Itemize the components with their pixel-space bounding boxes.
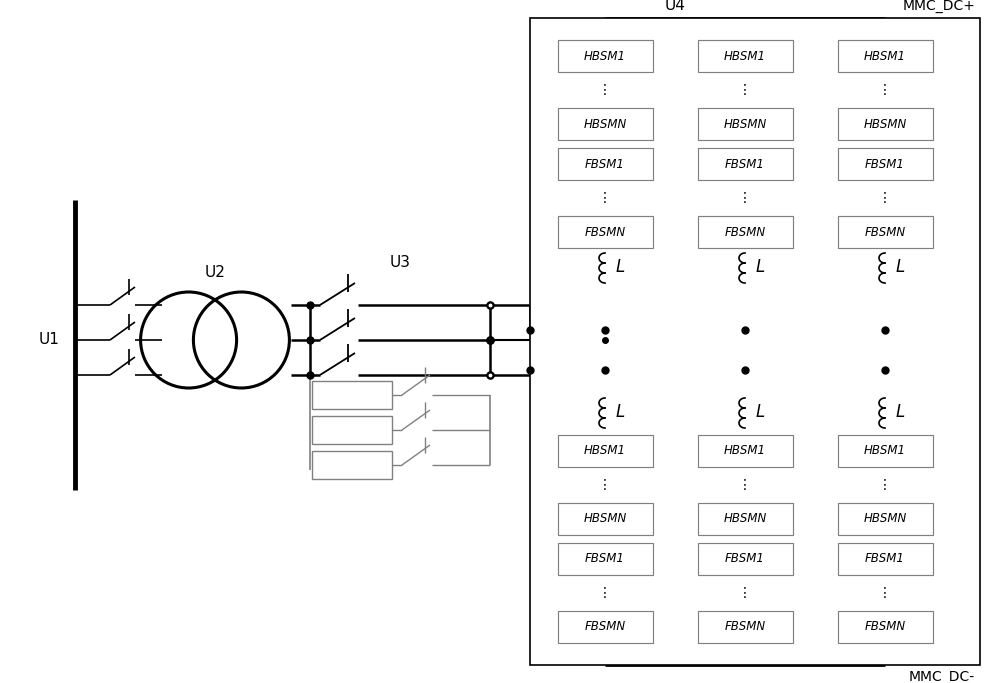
Bar [838,611,933,643]
Text: ⋮: ⋮ [738,191,752,205]
Bar [698,40,793,72]
Bar [558,435,653,467]
Text: $L$: $L$ [615,258,625,276]
Bar [558,40,653,72]
Text: HBSMN: HBSMN [863,512,907,525]
Text: FBSM1: FBSM1 [725,553,765,566]
Text: MMC_DC+: MMC_DC+ [902,0,975,13]
Text: FBSMN: FBSMN [864,225,906,238]
Bar [698,435,793,467]
Bar [558,216,653,248]
Text: U2: U2 [205,265,225,280]
Text: HBSM1: HBSM1 [724,445,766,458]
Text: HBSMN: HBSMN [583,512,627,525]
Text: HBSM1: HBSM1 [724,49,766,63]
Text: HBSM1: HBSM1 [864,49,906,63]
Bar [558,543,653,575]
Text: $L$: $L$ [615,403,625,421]
Text: FBSMN: FBSMN [724,225,766,238]
Text: ⋮: ⋮ [738,586,752,600]
Bar [838,148,933,180]
Bar [838,503,933,535]
Text: $L$: $L$ [755,403,765,421]
Text: FBSM1: FBSM1 [585,158,625,171]
Text: ⋮: ⋮ [738,83,752,97]
Bar [558,148,653,180]
Bar [838,108,933,140]
Text: ⋮: ⋮ [598,83,612,97]
Text: $L$: $L$ [895,258,905,276]
Text: HBSMN: HBSMN [583,117,627,130]
Text: FBSM1: FBSM1 [725,158,765,171]
Bar [312,381,392,409]
Text: FBSM1: FBSM1 [865,553,905,566]
Bar [698,611,793,643]
Text: ⋮: ⋮ [878,586,892,600]
Bar [838,543,933,575]
Text: HBSM1: HBSM1 [584,445,626,458]
Text: MMC_DC-: MMC_DC- [909,670,975,683]
Text: U3: U3 [390,255,411,270]
Text: FBSMN: FBSMN [584,225,626,238]
Text: HBSMN: HBSMN [723,117,767,130]
Bar [838,216,933,248]
Bar [558,611,653,643]
Text: HBSMN: HBSMN [863,117,907,130]
Text: $L$: $L$ [755,258,765,276]
Bar [698,216,793,248]
Text: ⋮: ⋮ [878,478,892,492]
Text: U4: U4 [665,0,685,13]
Text: ⋮: ⋮ [878,191,892,205]
Text: ⋮: ⋮ [738,478,752,492]
Text: FBSMN: FBSMN [724,620,766,634]
Bar [698,503,793,535]
Bar [558,108,653,140]
Bar [698,543,793,575]
Bar [312,416,392,444]
Text: HBSM1: HBSM1 [584,49,626,63]
Bar [312,451,392,479]
Bar [698,108,793,140]
Text: $L$: $L$ [895,403,905,421]
Text: ⋮: ⋮ [598,586,612,600]
Text: U1: U1 [39,333,60,348]
Text: ⋮: ⋮ [598,478,612,492]
Bar [838,435,933,467]
Text: HBSMN: HBSMN [723,512,767,525]
Bar [558,503,653,535]
Text: HBSM1: HBSM1 [864,445,906,458]
Text: FBSMN: FBSMN [864,620,906,634]
Text: FBSM1: FBSM1 [585,553,625,566]
Text: ⋮: ⋮ [598,191,612,205]
Text: FBSM1: FBSM1 [865,158,905,171]
Text: FBSMN: FBSMN [584,620,626,634]
Text: ⋮: ⋮ [878,83,892,97]
Bar [698,148,793,180]
Bar [530,18,980,665]
Bar [838,40,933,72]
